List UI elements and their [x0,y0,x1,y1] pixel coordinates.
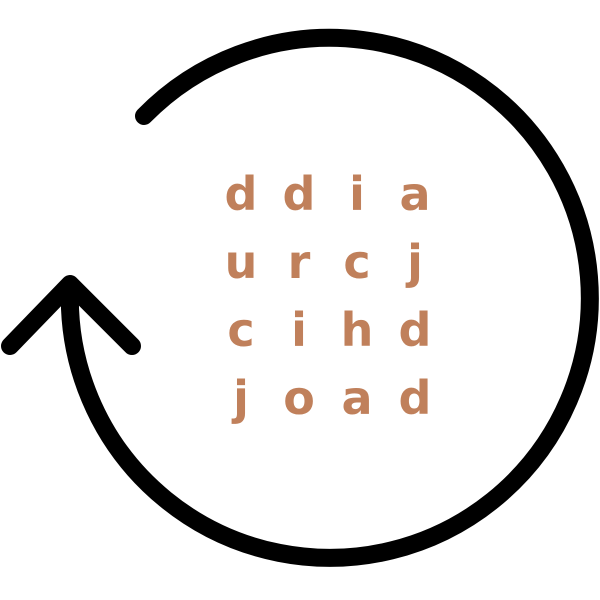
letter-cell: i [328,160,386,228]
letter-cell: o [270,364,328,432]
letter-cell: d [212,160,270,228]
letter-cell: d [386,296,444,364]
letter-grid: d d i a u r c j c i h d j o a d [212,160,444,432]
letter-cell: i [270,296,328,364]
letter-cell: a [328,364,386,432]
letter-cell: d [270,160,328,228]
letter-cell: r [270,228,328,296]
letter-cell: c [212,296,270,364]
letter-cell: u [212,228,270,296]
letter-cell: d [386,364,444,432]
letter-cell: c [328,228,386,296]
letter-cell: h [328,296,386,364]
letter-cell: j [212,364,270,432]
letter-cell: a [386,160,444,228]
letter-cell: j [386,228,444,296]
